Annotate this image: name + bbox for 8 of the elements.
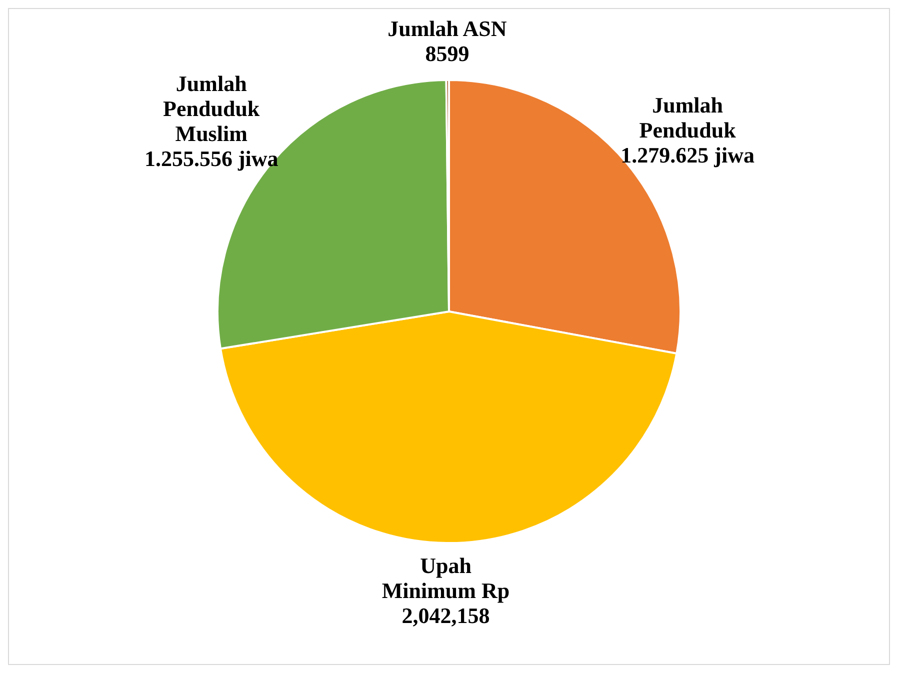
data-label: 1.279.625 jiwa (620, 142, 754, 168)
slice-label: Jumlah Penduduk Muslim (163, 70, 260, 146)
slice-label: Jumlah Penduduk (639, 92, 737, 142)
data-label: 8599 (425, 41, 470, 66)
slice-label: Upah Minimum Rp (382, 553, 510, 604)
data-label: 1.255.556 jiwa (144, 146, 278, 171)
data-label: 2,042,158 (402, 603, 490, 628)
slice-label: Jumlah ASN (388, 16, 507, 42)
